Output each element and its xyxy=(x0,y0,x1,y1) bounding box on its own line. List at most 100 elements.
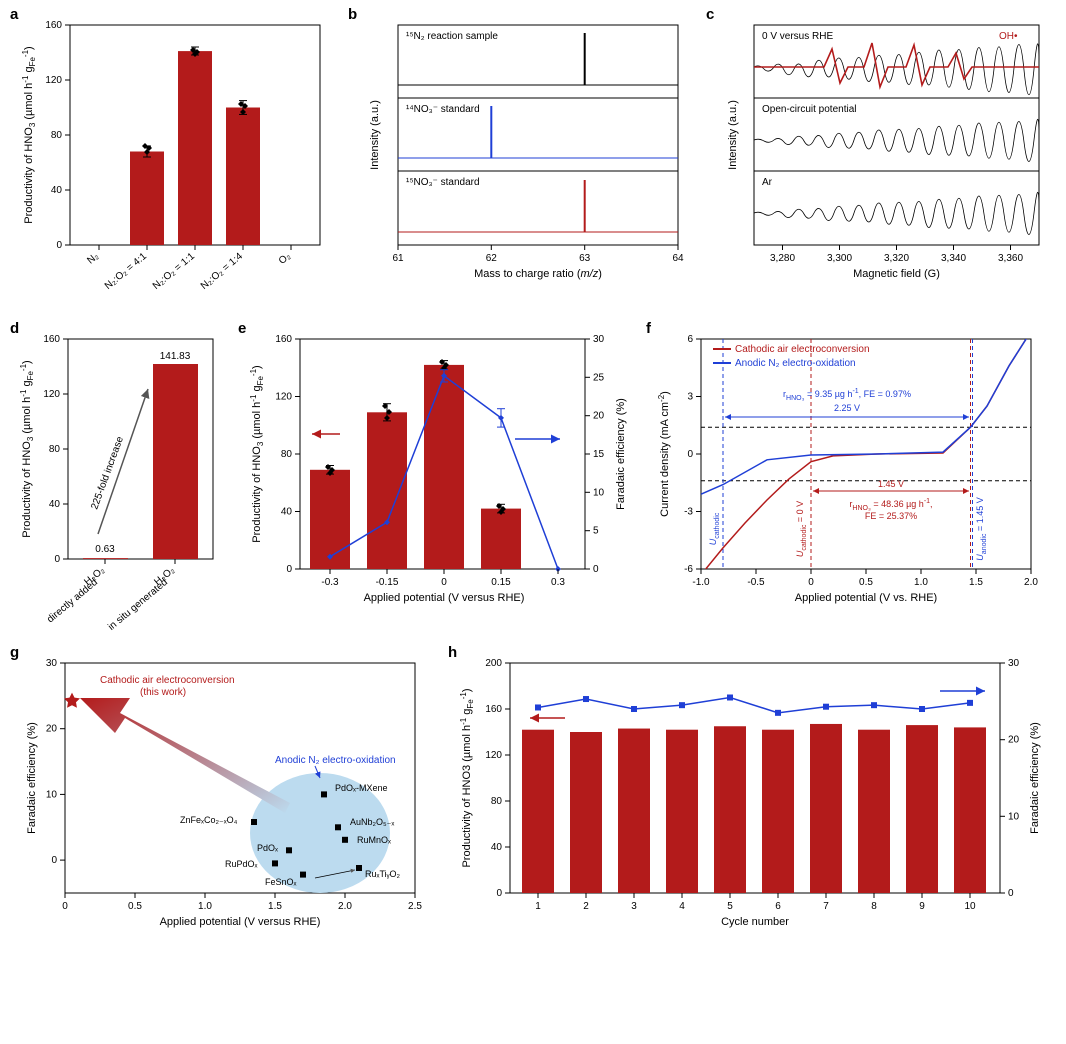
svg-text:in situ generated: in situ generated xyxy=(106,577,170,633)
svg-text:N₂:O₂ = 4:1: N₂:O₂ = 4:1 xyxy=(103,251,149,292)
svg-text:Ar: Ar xyxy=(762,177,773,188)
svg-text:62: 62 xyxy=(486,253,498,264)
svg-text:N₂:O₂ = 1:1: N₂:O₂ = 1:1 xyxy=(151,251,197,292)
panel-a: a 0 40 80 120 160 Productivity of HNO3 (… xyxy=(10,10,340,310)
svg-text:rHNO₃ = 48.36 µg h-1,: rHNO₃ = 48.36 µg h-1, xyxy=(849,498,932,512)
svg-text:120: 120 xyxy=(485,750,502,761)
svg-text:0: 0 xyxy=(51,855,57,866)
svg-text:120: 120 xyxy=(275,392,292,403)
svg-text:O₂: O₂ xyxy=(277,251,293,267)
svg-text:120: 120 xyxy=(45,75,62,86)
svg-text:0: 0 xyxy=(593,564,599,575)
svg-text:ZnFeₓCo₂₋ₓO₄: ZnFeₓCo₂₋ₓO₄ xyxy=(180,815,238,825)
svg-text:6: 6 xyxy=(775,901,781,912)
svg-text:Productivity of HNO3 (µmol h-1: Productivity of HNO3 (µmol h-1 gFe-1) xyxy=(459,688,475,867)
svg-text:Anodic N₂ electro-oxidation: Anodic N₂ electro-oxidation xyxy=(275,755,396,766)
svg-text:N₂:O₂ = 1:4: N₂:O₂ = 1:4 xyxy=(199,251,245,292)
panel-b-svg: Intensity (a.u.) ¹⁵N₂ reaction sample ¹⁴… xyxy=(348,10,698,310)
svg-text:0 V versus RHE: 0 V versus RHE xyxy=(762,31,833,42)
panel-b-trace-0: ¹⁵N₂ reaction sample xyxy=(398,25,678,98)
svg-text:-0.3: -0.3 xyxy=(321,577,339,588)
svg-text:3,360: 3,360 xyxy=(998,253,1023,264)
svg-text:3: 3 xyxy=(687,392,693,403)
svg-text:¹⁵N₂ reaction sample: ¹⁵N₂ reaction sample xyxy=(406,31,498,42)
svg-text:10: 10 xyxy=(593,487,605,498)
svg-text:1.45 V: 1.45 V xyxy=(878,479,904,489)
panel-b-trace-2: ¹⁵NO₃⁻ standard xyxy=(398,171,678,245)
svg-text:80: 80 xyxy=(281,449,293,460)
svg-text:25: 25 xyxy=(593,372,605,383)
panel-c-trace-0: 0 V versus RHE OH• xyxy=(754,31,1039,98)
svg-text:1.0: 1.0 xyxy=(914,577,928,588)
svg-text:30: 30 xyxy=(46,658,58,669)
svg-text:Uanodic = 1.45 V: Uanodic = 1.45 V xyxy=(975,497,988,560)
svg-text:2.5: 2.5 xyxy=(408,901,422,912)
svg-text:120: 120 xyxy=(43,389,60,400)
svg-text:63: 63 xyxy=(579,253,591,264)
svg-text:3,320: 3,320 xyxy=(884,253,909,264)
svg-text:2.0: 2.0 xyxy=(338,901,352,912)
svg-text:3,340: 3,340 xyxy=(941,253,966,264)
svg-text:Cathodic air electroconversion: Cathodic air electroconversion xyxy=(735,344,870,355)
svg-text:Faradaic efficiency (%): Faradaic efficiency (%) xyxy=(615,398,627,510)
svg-text:Ucathodic: Ucathodic xyxy=(708,512,721,545)
panel-c-label: c xyxy=(706,6,714,23)
svg-text:4: 4 xyxy=(679,901,685,912)
svg-text:5: 5 xyxy=(727,901,733,912)
svg-text:40: 40 xyxy=(491,842,503,853)
svg-text:Intensity (a.u.): Intensity (a.u.) xyxy=(727,100,739,170)
svg-text:0: 0 xyxy=(687,449,693,460)
svg-text:0.5: 0.5 xyxy=(859,577,873,588)
panel-b: b Intensity (a.u.) ¹⁵N₂ reaction sample … xyxy=(348,10,698,310)
svg-text:Cathodic air electroconversion: Cathodic air electroconversion xyxy=(100,675,235,686)
svg-text:Productivity of HNO3 (µmol h-1: Productivity of HNO3 (µmol h-1 gFe-1) xyxy=(19,360,35,537)
svg-text:0.5: 0.5 xyxy=(128,901,142,912)
svg-text:Cycle number: Cycle number xyxy=(721,916,789,928)
svg-text:-1.0: -1.0 xyxy=(692,577,710,588)
svg-text:160: 160 xyxy=(45,20,62,31)
svg-text:61: 61 xyxy=(392,253,404,264)
svg-text:Applied potential (V versus RH: Applied potential (V versus RHE) xyxy=(364,592,525,604)
svg-text:80: 80 xyxy=(49,444,61,455)
svg-text:RuPdOₓ: RuPdOₓ xyxy=(225,859,258,869)
panel-c: c Intensity (a.u.) 0 V versus RHE OH• O xyxy=(706,10,1056,310)
svg-text:20: 20 xyxy=(1008,735,1020,746)
svg-text:0: 0 xyxy=(1008,888,1014,899)
svg-text:5: 5 xyxy=(593,526,599,537)
svg-text:1.0: 1.0 xyxy=(198,901,212,912)
svg-text:RuMnOₓ: RuMnOₓ xyxy=(357,835,391,845)
svg-text:20: 20 xyxy=(593,411,605,422)
panel-b-trace-1: ¹⁴NO₃⁻ standard xyxy=(398,98,678,171)
svg-text:160: 160 xyxy=(485,704,502,715)
svg-text:64: 64 xyxy=(672,253,684,264)
panel-a-yaxis: 0 40 80 120 160 xyxy=(45,20,70,251)
svg-text:0: 0 xyxy=(286,564,292,575)
panel-d: d 0 40 80 120 160 Productivity of HNO3 (… xyxy=(10,324,230,634)
svg-text:1.5: 1.5 xyxy=(268,901,282,912)
panel-a-label: a xyxy=(10,6,18,23)
svg-text:-3: -3 xyxy=(684,507,693,518)
svg-text:0: 0 xyxy=(808,577,814,588)
svg-text:Current density (mA cm-2): Current density (mA cm-2) xyxy=(657,391,671,517)
svg-text:40: 40 xyxy=(51,185,63,196)
svg-text:200: 200 xyxy=(485,658,502,669)
svg-text:10: 10 xyxy=(46,789,58,800)
svg-text:0: 0 xyxy=(62,901,68,912)
panel-d-label: d xyxy=(10,320,19,337)
svg-text:Faradaic efficiency (%): Faradaic efficiency (%) xyxy=(1029,722,1041,834)
svg-text:160: 160 xyxy=(43,334,60,345)
svg-text:141.83: 141.83 xyxy=(160,351,191,362)
svg-text:10: 10 xyxy=(1008,811,1020,822)
svg-text:Faradaic efficiency (%): Faradaic efficiency (%) xyxy=(26,722,38,834)
svg-text:Anodic N₂ electro-oxidation: Anodic N₂ electro-oxidation xyxy=(735,358,856,369)
svg-text:Applied potential (V vs. RHE): Applied potential (V vs. RHE) xyxy=(795,592,937,604)
svg-text:-6: -6 xyxy=(684,564,693,575)
svg-text:20: 20 xyxy=(46,724,58,735)
svg-text:AuNb₂O₅₋ₓ: AuNb₂O₅₋ₓ xyxy=(350,817,394,827)
panel-h-label: h xyxy=(448,644,457,661)
svg-text:¹⁵NO₃⁻ standard: ¹⁵NO₃⁻ standard xyxy=(406,177,480,188)
svg-text:-0.5: -0.5 xyxy=(747,577,765,588)
svg-text:30: 30 xyxy=(593,334,605,345)
svg-text:3: 3 xyxy=(631,901,637,912)
svg-text:0.15: 0.15 xyxy=(491,577,511,588)
